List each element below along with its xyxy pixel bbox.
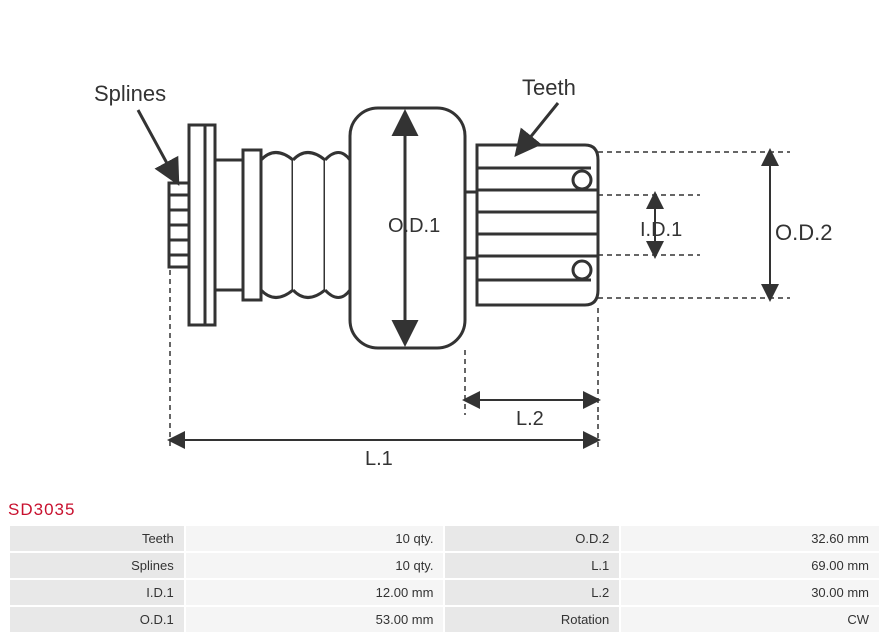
spec-label: I.D.1 [10, 580, 184, 605]
spec-value: 30.00 mm [621, 580, 879, 605]
table-row: Splines 10 qty. L.1 69.00 mm [10, 553, 879, 578]
spec-table: Teeth 10 qty. O.D.2 32.60 mm Splines 10 … [8, 524, 881, 634]
spec-label: L.1 [445, 553, 619, 578]
spec-value: CW [621, 607, 879, 632]
splines-label: Splines [94, 81, 166, 106]
spec-value: 10 qty. [186, 553, 444, 578]
table-row: Teeth 10 qty. O.D.2 32.60 mm [10, 526, 879, 551]
od1-label: O.D.1 [388, 215, 440, 237]
spec-label: L.2 [445, 580, 619, 605]
spec-label: O.D.1 [10, 607, 184, 632]
spec-table-body: Teeth 10 qty. O.D.2 32.60 mm Splines 10 … [10, 526, 879, 632]
id1-label: I.D.1 [640, 219, 682, 241]
l2-label: L.2 [516, 408, 544, 430]
spec-value: 32.60 mm [621, 526, 879, 551]
spec-value: 10 qty. [186, 526, 444, 551]
spec-label: Rotation [445, 607, 619, 632]
teeth-label: Teeth [522, 75, 576, 100]
table-row: I.D.1 12.00 mm L.2 30.00 mm [10, 580, 879, 605]
spec-label: O.D.2 [445, 526, 619, 551]
spec-label: Splines [10, 553, 184, 578]
diagram-area: Splines Teeth O.D.1 I.D.1 O.D.2 L.2 L.1 [0, 0, 889, 490]
spec-value: 53.00 mm [186, 607, 444, 632]
part-code: SD3035 [8, 500, 75, 520]
spec-label: Teeth [10, 526, 184, 551]
spec-value: 69.00 mm [621, 553, 879, 578]
od2-label: O.D.2 [775, 220, 832, 245]
l1-label: L.1 [365, 448, 393, 470]
table-row: O.D.1 53.00 mm Rotation CW [10, 607, 879, 632]
spec-value: 12.00 mm [186, 580, 444, 605]
